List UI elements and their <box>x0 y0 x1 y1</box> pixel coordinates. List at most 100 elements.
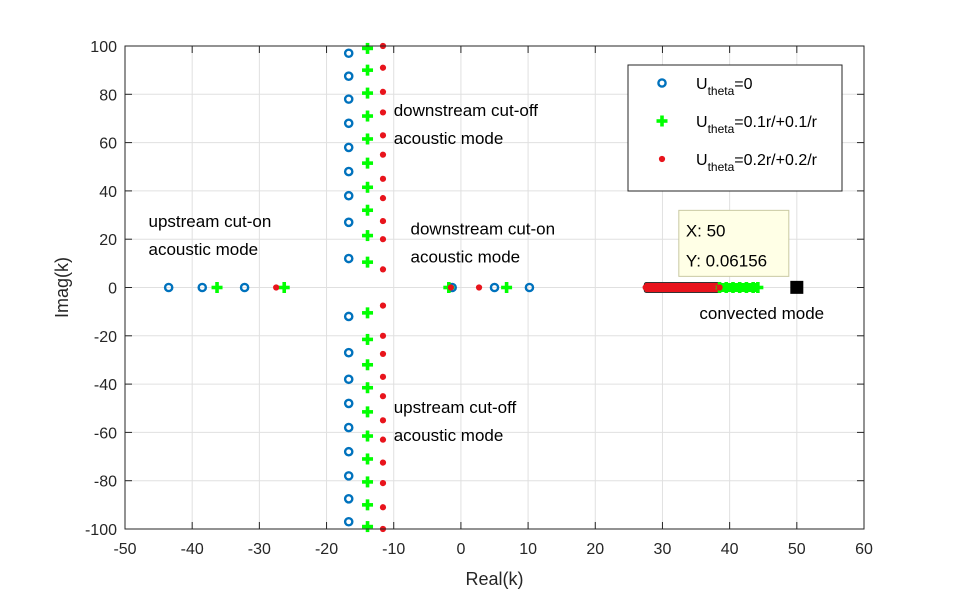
series-3-point <box>379 88 387 95</box>
series-3-point <box>689 284 696 291</box>
annotation-line: upstream cut-on <box>149 212 272 231</box>
series-1-point <box>197 282 208 293</box>
annotation-line: downstream cut-off <box>394 101 539 120</box>
series-1-point <box>343 48 354 59</box>
series-1 <box>163 48 535 527</box>
annotation: downstream cut-off acoustic mode <box>394 101 539 148</box>
legend-marker <box>656 115 668 127</box>
annotation: upstream cut-on acoustic mode <box>149 212 272 259</box>
series-2-point <box>362 64 374 76</box>
series-1-point <box>343 166 354 177</box>
legend-item[interactable]: Utheta=0.1r/+0.1/r <box>656 114 818 136</box>
series-3-point <box>669 284 676 291</box>
series-3-point <box>379 195 387 202</box>
selected-point[interactable] <box>790 280 804 294</box>
series-3-point <box>642 284 649 291</box>
series-1-point <box>239 282 250 293</box>
x-axis-label: Real(k) <box>465 569 523 589</box>
series-1-point <box>343 347 354 358</box>
y-tick-label: -100 <box>85 522 117 539</box>
series-2-point <box>362 230 374 242</box>
series-3-point <box>379 480 387 487</box>
series-1-point <box>343 217 354 228</box>
series-2-point <box>362 181 374 193</box>
x-tick-label: -40 <box>181 541 204 558</box>
y-tick-label: -60 <box>94 425 117 442</box>
y-tick-label: 80 <box>99 87 117 104</box>
series-2-point <box>362 333 374 345</box>
annotation-line: upstream cut-off <box>394 398 517 417</box>
legend-marker <box>657 78 667 88</box>
series-2-point <box>362 110 374 122</box>
series-3-point <box>379 266 387 273</box>
legend: Utheta=0Utheta=0.1r/+0.1/rUtheta=0.2r/+0… <box>627 64 843 192</box>
series-1-point <box>343 253 354 264</box>
datatip[interactable]: X: 50 Y: 0.06156 <box>678 209 790 277</box>
series-3-point <box>379 417 387 424</box>
x-tick-label: 60 <box>855 541 873 558</box>
annotation-line: acoustic mode <box>149 240 259 259</box>
legend-label-main: U <box>696 152 708 169</box>
series-2-point <box>278 282 290 293</box>
x-tick-label: 20 <box>586 541 604 558</box>
legend-label: Utheta=0.2r/+0.2/r <box>696 152 818 174</box>
legend-label-rest: =0.1r/+0.1/r <box>734 114 817 131</box>
series-3-point <box>379 504 387 511</box>
annotation: downstream cut-on acoustic mode <box>411 219 556 266</box>
series-2-point <box>362 87 374 99</box>
series-2-point <box>362 499 374 511</box>
legend-label-main: U <box>696 76 708 93</box>
annotation-line: acoustic mode <box>394 426 504 445</box>
series-2-point <box>362 256 374 268</box>
series-2-point <box>211 282 223 293</box>
series-2-point <box>362 359 374 371</box>
series-3-point <box>703 284 710 291</box>
series-3-point <box>379 236 387 243</box>
series-3-point <box>379 459 387 466</box>
legend-item[interactable]: Utheta=0 <box>657 76 753 98</box>
series-2-point <box>362 453 374 465</box>
legend-item[interactable]: Utheta=0.2r/+0.2/r <box>658 152 818 174</box>
annotation-line: acoustic mode <box>394 129 504 148</box>
y-tick-label: 60 <box>99 136 117 153</box>
series-3-point <box>379 217 387 225</box>
series-3-point <box>447 284 454 291</box>
x-tick-label: 40 <box>721 541 739 558</box>
y-tick-label: -20 <box>94 329 117 346</box>
series-1-point <box>343 311 354 322</box>
series-3 <box>273 42 723 533</box>
series-3-point <box>379 332 387 339</box>
legend-label-sub: theta <box>708 122 735 136</box>
series-3-point <box>682 284 690 291</box>
series-2-point <box>362 430 374 442</box>
series-2-point <box>362 133 374 145</box>
y-tick-label: 20 <box>99 232 117 249</box>
series-2-point <box>362 406 374 418</box>
series-3-point <box>379 393 387 400</box>
series-1-point <box>343 374 354 385</box>
series-2-point <box>362 307 374 319</box>
series-1-point <box>343 446 354 457</box>
annotations: downstream cut-off acoustic modeupstream … <box>149 101 825 445</box>
annotation-line: acoustic mode <box>411 247 521 266</box>
legend-label-main: U <box>696 114 708 131</box>
series-3-streak <box>643 282 722 293</box>
series-3-point <box>655 284 663 291</box>
series-1-point <box>489 282 500 293</box>
legend-label-rest: =0 <box>734 76 752 93</box>
series-1-point <box>524 282 535 293</box>
annotation-line: downstream cut-on <box>411 219 556 238</box>
legend-marker <box>658 155 666 163</box>
series-1-point <box>343 422 354 433</box>
series-1-point <box>343 118 354 129</box>
annotation: upstream cut-off acoustic mode <box>394 398 517 445</box>
x-tick-label: 10 <box>519 541 537 558</box>
legend-label-rest: =0.2r/+0.2/r <box>734 152 817 169</box>
legend-label-sub: theta <box>708 84 735 98</box>
series-3-point <box>662 284 669 291</box>
series-2-point <box>362 204 374 216</box>
ticks: -50 -40 -30 -20 -10 0 10 20 30 40 50 60-100-80-60-4… <box>85 39 873 558</box>
series-2-point <box>362 382 374 394</box>
series-3-point <box>379 109 387 116</box>
